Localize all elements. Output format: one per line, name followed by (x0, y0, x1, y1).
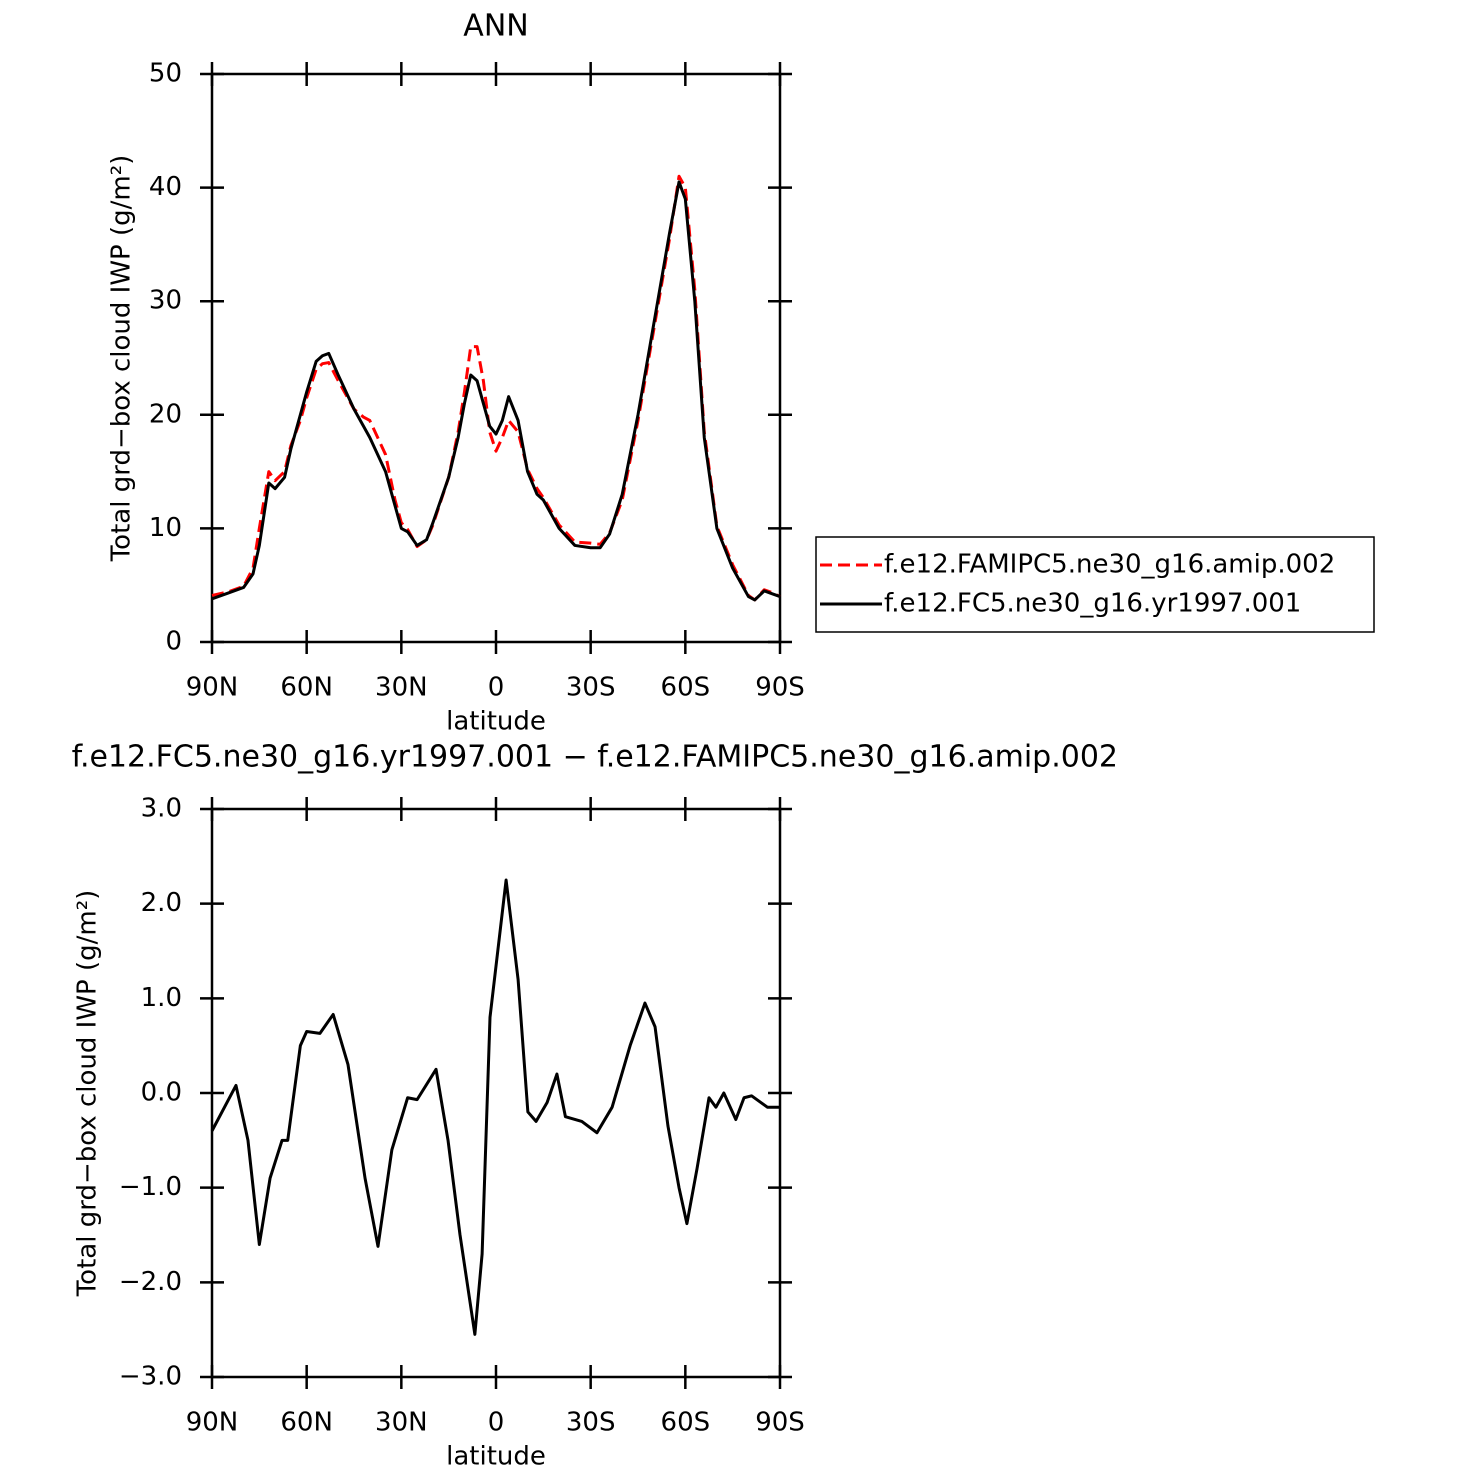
x-tick-label: 30N (375, 673, 428, 703)
chart-title: f.e12.FC5.ne30_g16.yr1997.001 − f.e12.FA… (72, 740, 1118, 775)
x-tick-label: 30N (375, 1408, 428, 1438)
x-tick-label: 90N (186, 1408, 239, 1438)
y-tick-label: 30 (149, 286, 182, 316)
plot-frame (210, 807, 782, 1379)
y-tick-label: 1.0 (141, 983, 182, 1013)
y-tick-label: 3.0 (141, 794, 182, 824)
x-tick-label: 60N (280, 673, 333, 703)
y-axis-label: Total grd−box cloud IWP (g/m²) (107, 155, 137, 563)
y-tick-label: 20 (149, 399, 182, 429)
y-tick-label: 0.0 (141, 1078, 182, 1108)
x-tick-label: 30S (566, 673, 616, 703)
x-axis-label: latitude (446, 1442, 546, 1472)
y-tick-label: −2.0 (119, 1267, 182, 1297)
x-tick-label: 0 (488, 673, 505, 703)
x-tick-label: 30S (566, 1408, 616, 1438)
data-line (210, 878, 780, 1336)
x-tick-label: 0 (488, 1408, 505, 1438)
chart-title: ANN (463, 9, 528, 44)
x-tick-label: 60S (661, 1408, 711, 1438)
data-line (211, 180, 781, 602)
y-tick-label: −1.0 (119, 1172, 182, 1202)
x-axis-label: latitude (446, 707, 546, 737)
legend-box (815, 536, 1375, 633)
y-tick-label: 40 (149, 172, 182, 202)
plot-frame (210, 72, 782, 644)
x-tick-label: 90S (755, 1408, 805, 1438)
x-tick-label: 60S (661, 673, 711, 703)
y-tick-label: −3.0 (119, 1362, 182, 1392)
y-tick-label: 10 (149, 513, 182, 543)
y-tick-label: 2.0 (141, 888, 182, 918)
y-tick-label: 50 (149, 59, 182, 89)
y-tick-label: 0 (165, 627, 182, 657)
x-tick-label: 60N (280, 1408, 333, 1438)
y-axis-label: Total grd−box cloud IWP (g/m²) (73, 890, 103, 1298)
x-tick-label: 90N (186, 673, 239, 703)
data-line (211, 174, 781, 602)
legend-label: f.e12.FAMIPC5.ne30_g16.amip.002 (884, 550, 1335, 580)
legend-label: f.e12.FC5.ne30_g16.yr1997.001 (884, 589, 1301, 619)
x-tick-label: 90S (755, 673, 805, 703)
